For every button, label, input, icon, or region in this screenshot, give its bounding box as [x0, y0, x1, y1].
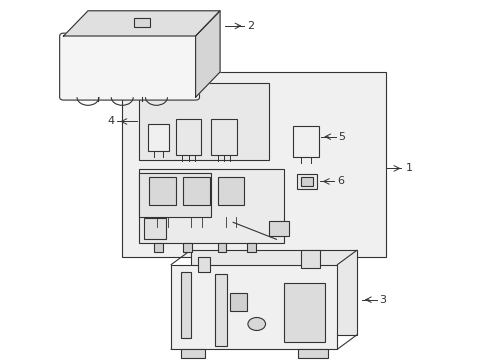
Bar [246, 243, 255, 252]
Bar [181, 272, 190, 338]
Text: 5: 5 [338, 132, 345, 142]
Polygon shape [195, 11, 220, 97]
Bar [139, 169, 283, 243]
Bar [176, 119, 201, 155]
Bar [296, 174, 317, 189]
Text: 2: 2 [246, 21, 254, 31]
FancyBboxPatch shape [60, 33, 199, 100]
Bar [283, 283, 325, 342]
Bar [268, 221, 288, 235]
Bar [122, 72, 386, 257]
Bar [134, 18, 149, 27]
Bar [154, 243, 163, 252]
Bar [298, 349, 327, 358]
Bar [181, 349, 205, 358]
Text: 6: 6 [336, 176, 343, 186]
Bar [171, 265, 337, 349]
Bar [217, 243, 226, 252]
Bar [183, 177, 210, 204]
Bar [300, 250, 320, 268]
Bar [183, 243, 192, 252]
Bar [217, 177, 244, 204]
Polygon shape [63, 11, 220, 36]
Bar [229, 293, 246, 311]
Text: 3: 3 [378, 295, 385, 305]
Bar [211, 119, 236, 155]
Bar [300, 177, 313, 186]
Bar [198, 257, 210, 272]
Bar [139, 83, 268, 160]
Bar [215, 274, 227, 346]
Text: 1: 1 [405, 163, 412, 174]
Bar [144, 218, 166, 239]
Bar [293, 126, 318, 157]
Bar [190, 250, 356, 335]
Bar [148, 124, 168, 151]
Circle shape [247, 318, 265, 330]
Bar [149, 177, 176, 204]
Text: 4: 4 [107, 117, 115, 126]
Bar [139, 173, 211, 217]
